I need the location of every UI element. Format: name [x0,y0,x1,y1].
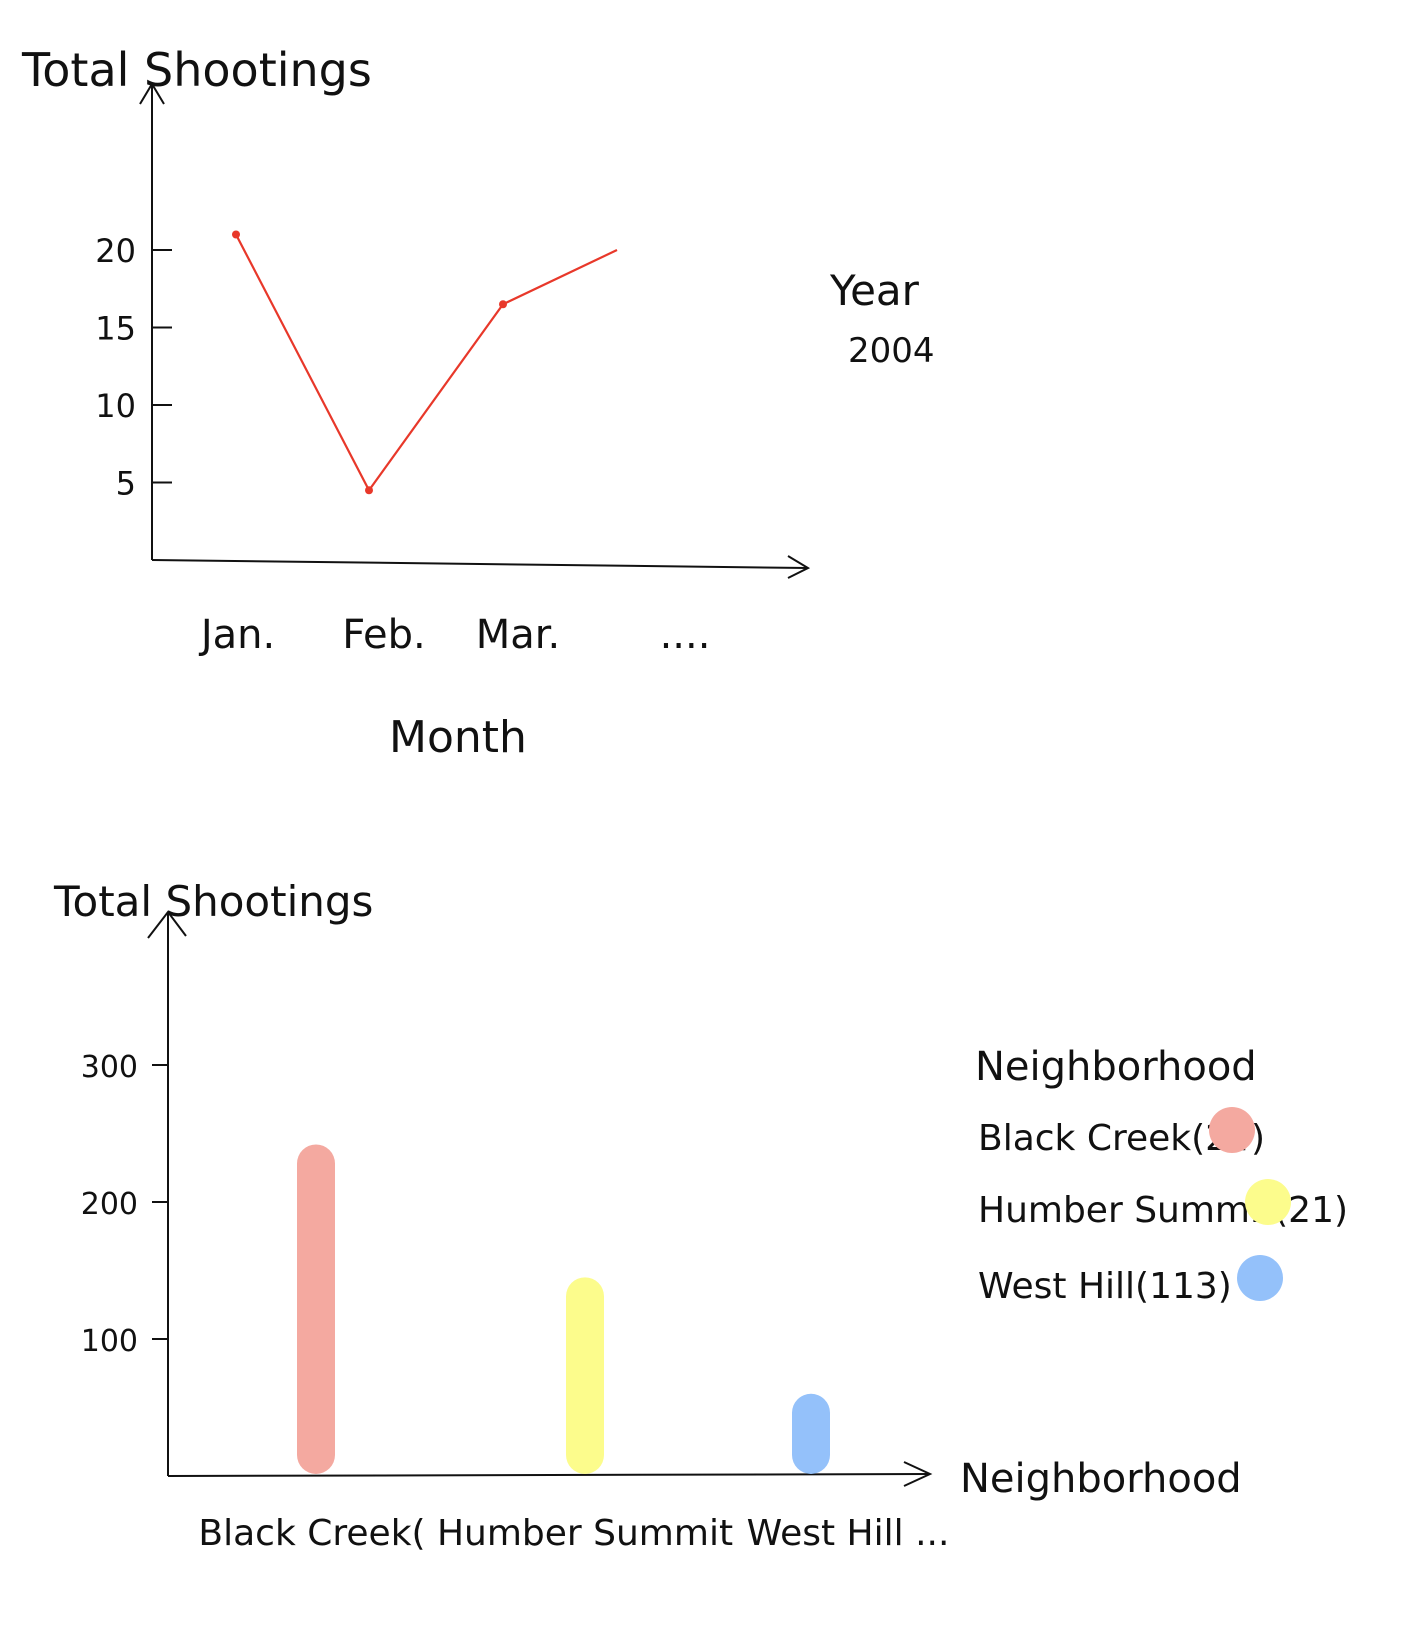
bar-chart: Total Shootings Neighborhood 300 200 100 B… [53,877,1348,1554]
bar [792,1393,830,1474]
legend-title: Neighborhood [975,1044,1257,1090]
legend-item-label: West Hill(113) [978,1266,1232,1307]
year-value: 2004 [848,331,935,371]
line-y-tick-label: 10 [95,387,136,425]
line-chart-x-axis-arrow [787,555,811,579]
bar-x-tick-label: Black Creek( [198,1513,425,1554]
legend: Neighborhood Black Creek(24)Humber Summi… [975,1044,1348,1307]
legend-item-swatch [1245,1179,1291,1225]
bar-y-tick-label: 300 [81,1050,138,1085]
bar-chart-y-axis-arrow [147,910,187,939]
bar-chart-x-axis-arrow [903,1461,933,1487]
bar-x-tick-label: West Hill ... [747,1513,950,1554]
line-data-point [499,300,507,309]
bar-y-tick-label: 200 [81,1187,138,1222]
line-y-tick-label: 15 [95,310,136,348]
bar [297,1144,335,1474]
bar-chart-x-axis [167,1473,931,1477]
line-x-tick-label: Jan. [198,612,275,658]
line-chart: Total Shootings 20 15 10 5 Jan. Feb. Mar.....… [21,43,935,763]
bar-chart-x-axis-title: Neighborhood [960,1456,1242,1502]
line-x-tick-label: Feb. [342,612,426,658]
line-x-tick-label: Mar. [476,612,561,658]
line-chart-x-axis-title: Month [389,712,527,763]
bar-y-tick-label: 100 [81,1324,138,1359]
line-data-point [232,230,240,239]
line-chart-x-axis [151,559,809,569]
year-label: Year [829,266,920,315]
line-y-tick-label: 5 [116,465,136,503]
bar [566,1277,604,1474]
legend-item-swatch [1237,1255,1283,1301]
line-x-tick-label: .... [660,612,711,658]
line-series-path [235,233,618,493]
line-data-point [365,486,373,495]
legend-item-swatch [1209,1107,1255,1153]
line-chart-y-axis-arrow [139,82,165,105]
bar-x-tick-label: Humber Summit [437,1513,733,1554]
line-y-tick-label: 20 [95,232,136,270]
bar-chart-y-axis-title: Total Shootings [53,877,373,926]
legend-item-label: Humber Summit(21) [978,1190,1348,1231]
line-chart-y-axis-title: Total Shootings [21,43,372,97]
